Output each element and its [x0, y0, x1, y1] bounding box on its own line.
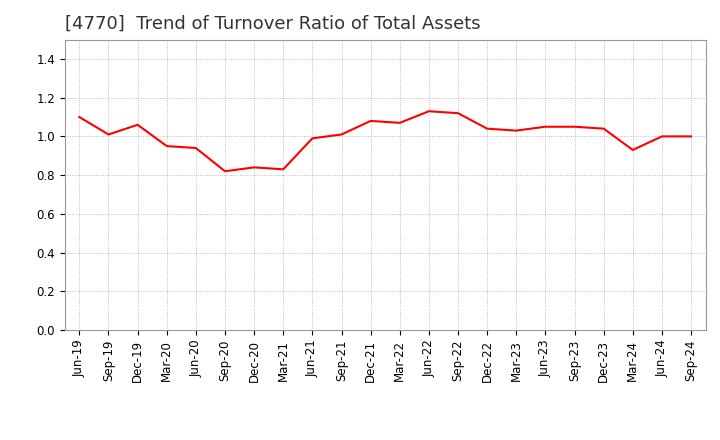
Text: [4770]  Trend of Turnover Ratio of Total Assets: [4770] Trend of Turnover Ratio of Total …: [65, 15, 480, 33]
